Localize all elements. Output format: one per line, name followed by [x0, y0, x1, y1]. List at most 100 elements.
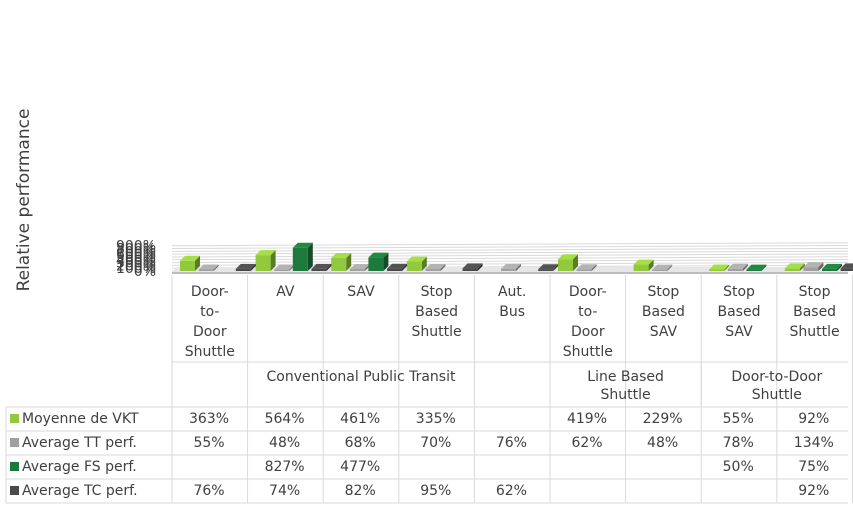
bar	[558, 254, 578, 271]
y-tick-label: 200%	[116, 258, 156, 274]
bar	[368, 252, 389, 271]
bar	[180, 255, 200, 271]
data-label: 48%	[269, 435, 301, 451]
category-label: Stop Based SAV	[701, 282, 777, 342]
data-label: 335%	[415, 411, 456, 427]
category-label-line: to-	[578, 304, 598, 320]
category-label: SAV	[323, 282, 399, 302]
series-name: Average TC perf.	[22, 483, 138, 499]
bar	[235, 263, 256, 271]
y-tick-label: 0%	[134, 264, 156, 280]
bar	[292, 242, 313, 271]
group-label: Line Based Shuttle	[550, 368, 701, 404]
y-tick-label: 100%	[116, 261, 156, 277]
y-tick-label: 900%	[116, 239, 156, 255]
bar	[538, 264, 559, 271]
data-label: 827%	[264, 459, 305, 475]
bar	[803, 262, 824, 271]
legend-swatch	[10, 462, 19, 471]
data-label: 564%	[264, 411, 305, 427]
data-label: 74%	[269, 483, 301, 499]
data-label: 70%	[420, 435, 452, 451]
bar	[652, 264, 673, 271]
bar	[709, 264, 730, 271]
category-label-line: Door	[570, 324, 605, 340]
y-tick-label: 300%	[116, 256, 156, 272]
data-label: 92%	[798, 411, 830, 427]
data-label: 363%	[188, 411, 230, 427]
legend-entry: Average FS perf.	[10, 455, 137, 479]
legend-swatch	[10, 414, 19, 423]
category-label: AV	[248, 282, 324, 302]
category-label-line: Based	[641, 304, 685, 320]
category-label-line: Bus	[499, 304, 526, 320]
category-label-line: Shuttle	[411, 324, 462, 340]
data-label: 62%	[571, 435, 603, 451]
category-label: Door-to- Door Shuttle	[550, 282, 626, 362]
chart-floor-edge	[172, 272, 848, 274]
legend-swatch	[10, 438, 19, 447]
data-label: 50%	[722, 459, 754, 475]
group-label-line: Door-to-Door	[731, 369, 823, 385]
category-label: Stop Based Shuttle	[399, 282, 475, 342]
data-label: 477%	[340, 459, 381, 475]
gridline	[171, 245, 849, 250]
legend-swatch	[10, 486, 19, 495]
bar	[727, 263, 748, 271]
series-name: Moyenne de VKT	[22, 411, 139, 427]
bar	[387, 263, 407, 271]
y-tick-label: 600%	[116, 247, 156, 263]
bar	[501, 263, 521, 271]
bar	[462, 263, 483, 271]
group-label-line: Line Based	[587, 369, 664, 385]
category-label-line: Stop	[647, 284, 680, 300]
data-label: 461%	[340, 411, 381, 427]
data-label: 55%	[193, 435, 225, 451]
legend-entry: Average TC perf.	[10, 479, 138, 503]
data-label: 95%	[420, 483, 452, 499]
data-label: 229%	[642, 411, 683, 427]
gridline	[171, 253, 849, 258]
bar	[822, 263, 842, 271]
group-label: Door-to-Door Shuttle	[701, 368, 852, 404]
data-label: 75%	[798, 459, 830, 475]
data-label: 68%	[344, 435, 376, 451]
gridline	[171, 242, 849, 247]
category-label-line: SAV	[725, 324, 753, 340]
category-label-line: Shuttle	[184, 344, 235, 360]
bar	[840, 263, 853, 271]
group-label-line: Shuttle	[600, 387, 651, 403]
data-label: 92%	[798, 483, 830, 499]
data-label: 76%	[495, 435, 527, 451]
group-label-line: Conventional Public Transit	[266, 369, 456, 385]
gridline	[171, 247, 849, 252]
y-tick-label: 800%	[116, 242, 156, 258]
data-label: 62%	[495, 483, 527, 499]
gridline	[171, 250, 849, 255]
bar	[311, 263, 332, 271]
category-label-line: Door-	[568, 284, 607, 300]
bar	[255, 250, 276, 271]
bar	[331, 253, 352, 271]
series-name: Average TT perf.	[22, 435, 137, 451]
category-label: Stop Based Shuttle	[777, 282, 853, 342]
bar	[198, 264, 219, 271]
bar	[576, 264, 597, 271]
category-label-line: Stop	[723, 284, 755, 300]
bar	[425, 264, 446, 271]
series-name: Average FS perf.	[22, 459, 137, 475]
category-label-line: SAV	[347, 284, 375, 300]
gridline	[171, 256, 849, 261]
category-label: Aut. Bus	[474, 282, 550, 322]
group-label: Conventional Public Transit	[172, 368, 550, 386]
category-label-line: Aut.	[497, 284, 527, 300]
y-tick-label: 500%	[116, 250, 156, 266]
category-label-line: AV	[276, 284, 295, 300]
category-label-line: to-	[200, 304, 220, 320]
category-label: Door-to- Door Shuttle	[172, 282, 248, 362]
bar	[633, 259, 654, 271]
data-label: 76%	[193, 483, 225, 499]
category-label-line: Stop	[798, 284, 831, 300]
category-label-line: Shuttle	[789, 324, 840, 340]
